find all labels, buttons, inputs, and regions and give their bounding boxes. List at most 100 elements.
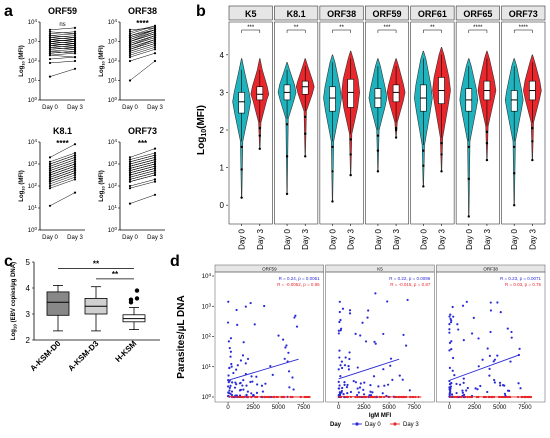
- point-day0: [48, 182, 52, 185]
- point-day0: [462, 338, 465, 342]
- facet-frame: [228, 21, 273, 225]
- outlier-point: [440, 141, 443, 145]
- point-day0: [232, 371, 235, 375]
- point-day3: [73, 151, 77, 155]
- y-tick-label: 101: [108, 204, 118, 212]
- box: [238, 92, 245, 114]
- point-day0: [128, 40, 132, 43]
- point-day0: [496, 301, 499, 304]
- point-day3: [73, 36, 77, 39]
- point-day0: [366, 316, 369, 319]
- x-tick-label: Day 3: [528, 228, 537, 249]
- point-day3: [73, 44, 77, 47]
- y-tick-label: 4: [26, 284, 31, 293]
- point-day0: [128, 52, 132, 55]
- point-day0: [361, 321, 364, 324]
- significance-label: ****: [519, 25, 529, 31]
- point-day0: [479, 384, 482, 388]
- y-tick-label: 102: [108, 182, 118, 190]
- point-day0: [348, 312, 352, 315]
- point-day0: [235, 368, 238, 371]
- point-day0: [377, 385, 380, 388]
- y-tick-label: 101: [28, 204, 38, 212]
- point-day0: [48, 54, 52, 57]
- legend-marker-day3: [393, 422, 397, 426]
- violin-body: [277, 62, 297, 195]
- paired-line: [129, 41, 156, 50]
- point-day3: [153, 156, 157, 159]
- x-tick-label: 5000: [382, 405, 396, 411]
- facet-strip: [319, 5, 364, 21]
- point-day0: [48, 36, 52, 39]
- point-day0: [338, 387, 341, 390]
- point-day0: [343, 364, 347, 367]
- facet-strip: [228, 5, 273, 21]
- point-day0: [284, 346, 287, 349]
- point-day0: [338, 392, 342, 395]
- x-tick-label: 5000: [493, 405, 507, 411]
- point-day0: [228, 386, 231, 390]
- outlier-point: [285, 155, 289, 158]
- x-tick-label: H-KSM: [114, 339, 139, 364]
- point-day0: [128, 169, 132, 172]
- outlier-point: [513, 145, 516, 149]
- point-day0: [369, 383, 372, 387]
- point-day3: [153, 169, 157, 172]
- point-day0: [229, 384, 232, 387]
- point-day0: [128, 165, 132, 168]
- point-day0: [452, 356, 455, 360]
- violin-day0: [368, 58, 388, 173]
- point-day0: [48, 180, 52, 183]
- x-tick-label: 7500: [518, 405, 532, 411]
- point-day0: [359, 382, 362, 385]
- paired-line: [129, 148, 156, 158]
- point-day0: [486, 347, 489, 350]
- point-day3: [73, 176, 77, 179]
- paired-line: [49, 170, 76, 180]
- outlier-point: [349, 138, 352, 141]
- facet-frame: [501, 21, 546, 225]
- point-day3: [153, 48, 157, 51]
- point-day0: [496, 354, 499, 357]
- point-day3: [73, 32, 77, 35]
- point-day3: [73, 34, 77, 37]
- outlier-point: [467, 215, 470, 218]
- point-day0: [458, 383, 462, 386]
- point-day0: [363, 381, 366, 384]
- point-day0: [450, 348, 453, 351]
- point-day0: [449, 386, 452, 390]
- x-tick-label: Day 0: [42, 235, 58, 241]
- outlier-point: [422, 164, 425, 167]
- x-tick-label: Day 0: [465, 228, 474, 249]
- outlier-point: [304, 132, 307, 135]
- point-day0: [229, 392, 232, 395]
- point-day0: [48, 204, 52, 207]
- point-day0: [263, 304, 266, 308]
- point-day3: [153, 147, 157, 150]
- point-day0: [340, 360, 343, 363]
- point-day3: [73, 154, 77, 157]
- point-day0: [486, 390, 489, 394]
- point-day0: [288, 386, 291, 389]
- point-day0: [474, 387, 477, 390]
- paired-line: [49, 157, 76, 167]
- y-tick-label: 103: [28, 160, 38, 168]
- point-day0: [287, 351, 290, 354]
- point-day0: [227, 300, 230, 303]
- point-day0: [128, 158, 132, 161]
- point-day0: [338, 310, 341, 314]
- panel-a: ORF59 100 101 102 103 104 Log10 (MFI) Day 0 Day …: [19, 6, 165, 241]
- violin-day3: [523, 54, 542, 162]
- box-body: [46, 291, 70, 316]
- y-tick-label: 103: [202, 302, 212, 310]
- point-day0: [517, 382, 520, 385]
- point-day0: [449, 317, 452, 321]
- point-day0: [269, 364, 272, 368]
- y-tick-label: 100: [28, 96, 38, 104]
- point-day0: [48, 165, 52, 168]
- x-tick-label: A-KSM-D3: [66, 339, 100, 373]
- paired-line: [49, 33, 76, 36]
- facet-strip: [364, 5, 410, 21]
- point-day0: [364, 340, 368, 343]
- stat-day3: R = -0.015, p = 0.87: [390, 282, 431, 287]
